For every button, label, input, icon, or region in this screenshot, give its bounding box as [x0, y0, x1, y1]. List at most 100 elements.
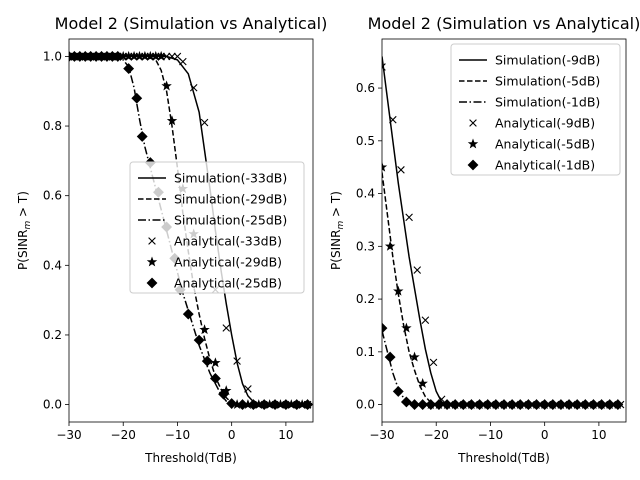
data-point	[233, 357, 241, 365]
y-tick-label: 0.2	[43, 328, 62, 342]
legend-label: Analytical(-25dB)	[174, 276, 282, 291]
data-point	[280, 399, 292, 411]
series-line-2	[382, 172, 621, 406]
legend-label: Analytical(-33dB)	[174, 234, 282, 249]
legend-box	[129, 161, 305, 294]
y-tick-label: 1.0	[43, 49, 62, 63]
legend-handle-marker	[146, 256, 158, 267]
legend-label: Simulation(-9dB)	[495, 53, 600, 68]
y-tick-label: 0.6	[43, 189, 62, 203]
x-tick-label: −20	[424, 428, 449, 442]
legend-label: Simulation(-25dB)	[174, 213, 287, 228]
data-point	[539, 399, 551, 411]
data-point	[547, 399, 559, 411]
x-tick-label: 10	[278, 428, 293, 442]
x-tick-label: −30	[56, 428, 81, 442]
x-axis-label: Threshold(TdB)	[144, 451, 237, 465]
data-point	[209, 373, 221, 384]
data-point	[244, 385, 252, 393]
data-point	[429, 358, 438, 367]
data-point	[168, 52, 176, 61]
plot-area	[382, 56, 625, 411]
data-point	[302, 399, 313, 411]
data-point	[291, 399, 303, 411]
data-point	[441, 399, 453, 411]
y-tick-label: 0.4	[43, 258, 62, 272]
y-tick-label: 0.1	[356, 345, 375, 359]
y-tick-label: 0.0	[356, 398, 375, 412]
data-point	[401, 322, 412, 333]
data-point	[189, 83, 198, 92]
legend-label: Simulation(-29dB)	[174, 192, 287, 207]
legend-box	[450, 43, 621, 176]
x-tick-label: −20	[111, 428, 136, 442]
data-point	[417, 399, 429, 411]
x-tick-label: 0	[541, 428, 549, 442]
axes-frame	[381, 38, 627, 423]
data-point	[382, 63, 386, 71]
data-point	[237, 399, 248, 411]
y-tick-label: 0.3	[356, 239, 375, 253]
data-point	[166, 115, 178, 126]
legend-handle-marker	[148, 237, 156, 245]
data-point	[405, 213, 413, 222]
data-point	[182, 308, 194, 320]
data-point	[409, 399, 420, 411]
data-point	[131, 92, 143, 104]
data-point	[409, 351, 420, 362]
data-point	[596, 399, 608, 411]
data-point	[490, 399, 502, 411]
data-point	[522, 399, 534, 411]
data-point	[162, 52, 171, 61]
x-tick-label: 0	[228, 428, 236, 442]
data-point	[425, 399, 437, 411]
data-point	[389, 115, 397, 124]
data-point	[449, 399, 461, 411]
data-point	[222, 324, 231, 332]
data-point	[604, 399, 616, 411]
legend-label: Analytical(-5dB)	[495, 137, 595, 152]
legend-handle-marker	[469, 119, 477, 127]
y-axis-label: P(SINRm > T)	[16, 191, 33, 270]
data-point	[161, 80, 172, 91]
data-point	[498, 399, 510, 411]
legend-label: Simulation(-33dB)	[174, 171, 287, 186]
data-point	[218, 388, 229, 400]
chart-panel-2: Model 2 (Simulation vs Analytical) −30 −20…	[329, 14, 640, 465]
data-point	[571, 399, 583, 411]
data-point	[612, 399, 624, 411]
series-markers-6	[69, 50, 313, 411]
x-tick-label: −30	[369, 428, 394, 442]
data-point	[413, 266, 422, 274]
data-point	[393, 285, 404, 296]
series-markers-6	[382, 322, 624, 411]
data-point	[457, 399, 469, 411]
legend-label: Simulation(-5dB)	[495, 74, 600, 89]
x-tick-label: −10	[478, 428, 503, 442]
legend-handle-marker	[146, 277, 158, 289]
plot-area	[69, 50, 313, 411]
legend-label: Analytical(-1dB)	[495, 158, 595, 173]
data-point	[247, 399, 259, 411]
legend-label: Analytical(-29dB)	[174, 255, 282, 270]
data-point	[155, 50, 167, 61]
data-point	[269, 399, 281, 411]
axes-frame	[68, 38, 314, 423]
data-point	[210, 357, 221, 368]
data-point	[474, 399, 486, 411]
data-point	[397, 166, 405, 174]
data-point	[555, 399, 567, 411]
y-tick-label: 0.6	[356, 81, 375, 95]
data-point	[588, 399, 599, 411]
legend-handle-marker	[467, 138, 479, 149]
legend: Simulation(-9dB) Simulation(-5dB) Simulati…	[450, 43, 621, 176]
data-point	[193, 334, 205, 346]
data-point	[200, 118, 209, 127]
data-point	[258, 399, 270, 411]
legend-label: Simulation(-1dB)	[495, 95, 600, 110]
x-tick-label: 10	[591, 428, 606, 442]
data-point	[579, 399, 591, 411]
y-tick-label: 0.2	[356, 292, 375, 306]
y-tick-label: 0.8	[43, 119, 62, 133]
